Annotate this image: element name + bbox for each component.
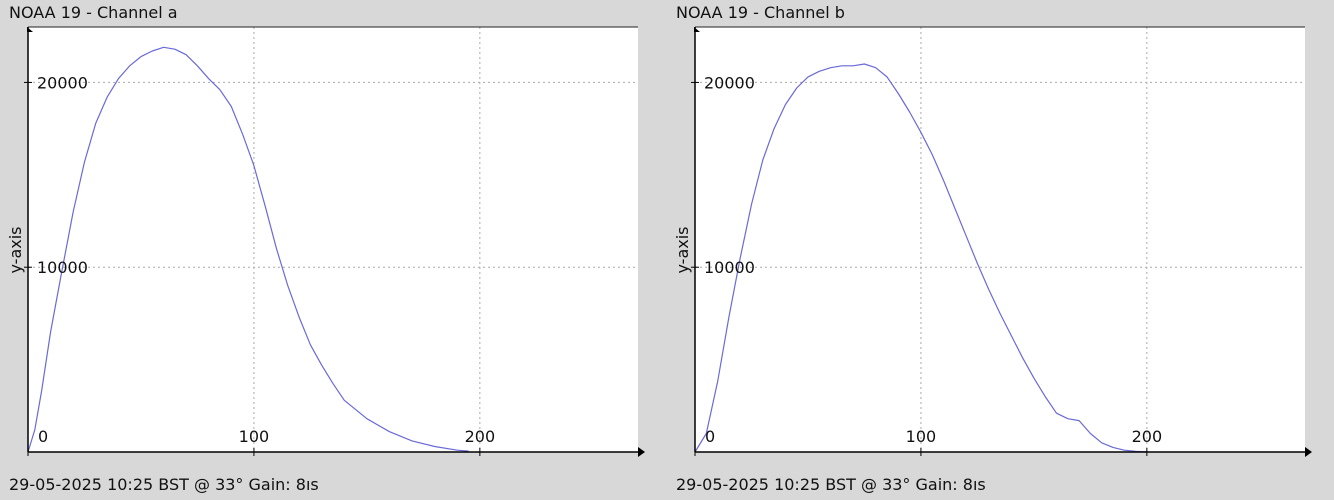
- chart-b-x-tick-label: 0: [705, 427, 715, 446]
- chart-b-plot: 0 100 200 10000 20000 y-axis: [673, 26, 1312, 457]
- chart-a-x-tick-label: 0: [38, 427, 48, 446]
- chart-a-x-tick-label: 100: [239, 427, 270, 446]
- chart-b-x-axis-arrow: [1305, 447, 1312, 457]
- chart-b-y-axis-label: y-axis: [673, 226, 692, 273]
- chart-a-x-axis-arrow: [638, 447, 645, 457]
- chart-b-y-tick-label: 20000: [704, 73, 755, 92]
- chart-a-x-tick-label: 200: [465, 427, 496, 446]
- chart-b-title: NOAA 19 - Channel b: [676, 3, 845, 22]
- chart-b-x-tick-label: 100: [906, 427, 937, 446]
- chart-a-y-axis-arrow: [27, 27, 33, 32]
- chart-b-plot-area: [695, 27, 1305, 452]
- chart-b-y-tick-label: 10000: [704, 258, 755, 277]
- chart-a-footer: 29-05-2025 10:25 BST @ 33° Gain: 8ıs: [9, 475, 319, 494]
- chart-panel-a: 0 100 200 10000 20000 y-axis NOAA 19 - Channe…: [6, 3, 645, 494]
- chart-panel-b: 0 100 200 10000 20000 y-axis NOAA 19 - Channe…: [667, 0, 1334, 500]
- chart-b-x-tick-label: 200: [1132, 427, 1163, 446]
- chart-a-y-tick-label: 20000: [37, 73, 88, 92]
- chart-b-y-axis-arrow: [694, 27, 700, 32]
- chart-b-footer: 29-05-2025 10:25 BST @ 33° Gain: 8ıs: [676, 475, 986, 494]
- chart-a-title: NOAA 19 - Channel a: [9, 3, 178, 22]
- chart-a-y-axis-label: y-axis: [6, 226, 25, 273]
- chart-a-plot-area: [28, 27, 638, 452]
- chart-a-plot: 0 100 200 10000 20000 y-axis: [6, 26, 645, 457]
- chart-b-series-line: [694, 63, 1147, 453]
- chart-a-series-line: [27, 46, 469, 453]
- chart-a-y-tick-label: 10000: [37, 258, 88, 277]
